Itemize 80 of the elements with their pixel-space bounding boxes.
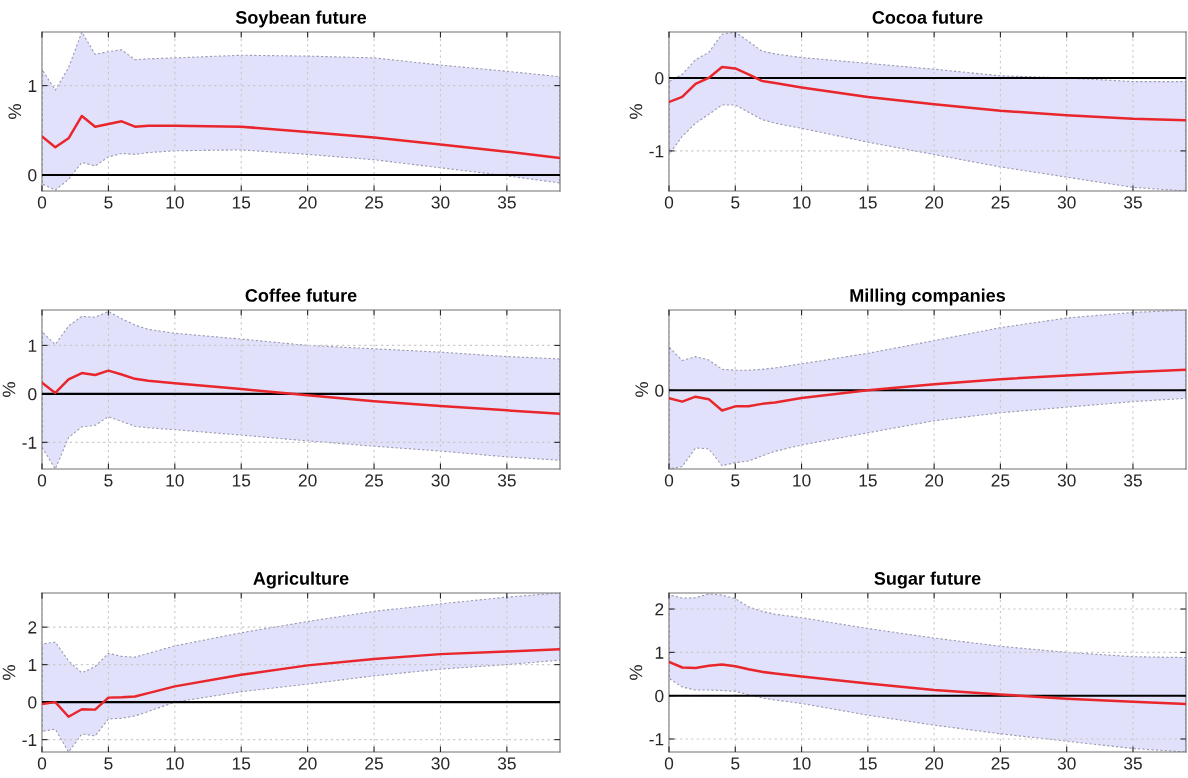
y-tick-label: 2 bbox=[655, 603, 664, 616]
x-tick-label: 20 bbox=[925, 757, 944, 770]
y-tick-label: 0 bbox=[28, 388, 37, 401]
chart-title: Soybean future bbox=[235, 10, 367, 28]
chart-title: Coffee future bbox=[245, 288, 357, 302]
x-tick-label: 0 bbox=[37, 757, 47, 770]
x-tick-label: 25 bbox=[991, 757, 1010, 770]
y-tick-label: 0 bbox=[28, 169, 37, 182]
x-tick-label: 5 bbox=[731, 757, 740, 770]
y-tick-label: 1 bbox=[28, 339, 37, 352]
y-axis-title: % bbox=[8, 104, 22, 119]
x-tick-label: 5 bbox=[731, 474, 740, 487]
chart-title: Agriculture bbox=[253, 571, 349, 589]
line-series bbox=[42, 114, 560, 160]
x-tick-label: 0 bbox=[664, 757, 674, 770]
x-tick-label: 30 bbox=[1057, 757, 1076, 770]
x-tick-label: 10 bbox=[793, 196, 811, 209]
x-tick-label: 20 bbox=[298, 757, 317, 770]
y-tick-label: 0 bbox=[28, 696, 37, 709]
chart-title: Sugar future bbox=[874, 571, 981, 589]
line-series bbox=[669, 65, 1186, 122]
x-tick-label: 5 bbox=[104, 196, 113, 209]
x-tick-label: 35 bbox=[497, 757, 516, 770]
x-tick-label: 5 bbox=[731, 196, 740, 209]
x-tick-label: 15 bbox=[859, 757, 877, 770]
line-series bbox=[42, 369, 560, 415]
x-tick-label: 0 bbox=[37, 474, 47, 487]
y-tick-label: 0 bbox=[655, 72, 664, 85]
y-axis-title: % bbox=[629, 104, 643, 119]
x-tick-label: 25 bbox=[991, 196, 1010, 209]
y-axis-title: % bbox=[2, 382, 16, 397]
x-tick-label: 10 bbox=[793, 474, 811, 487]
x-tick-label: 20 bbox=[298, 474, 317, 487]
x-tick-label: 30 bbox=[1057, 196, 1076, 209]
x-tick-label: 0 bbox=[664, 196, 674, 209]
x-tick-label: 25 bbox=[991, 474, 1010, 487]
x-tick-label: 10 bbox=[166, 474, 184, 487]
x-tick-label: 35 bbox=[1123, 757, 1142, 770]
x-tick-label: 0 bbox=[37, 196, 47, 209]
x-tick-label: 5 bbox=[104, 757, 113, 770]
x-tick-label: 10 bbox=[793, 757, 811, 770]
x-tick-label: 25 bbox=[365, 196, 383, 209]
y-tick-label: -1 bbox=[649, 145, 664, 158]
y-tick-label: 1 bbox=[655, 646, 664, 659]
x-tick-label: 30 bbox=[1057, 474, 1076, 487]
x-tick-label: 15 bbox=[232, 474, 251, 487]
x-tick-label: 20 bbox=[925, 196, 944, 209]
y-axis-title: % bbox=[635, 382, 649, 397]
x-tick-label: 35 bbox=[497, 196, 516, 209]
x-tick-label: 15 bbox=[859, 196, 877, 209]
y-tick-label: 2 bbox=[28, 621, 37, 634]
x-tick-label: 10 bbox=[166, 757, 184, 770]
x-tick-label: 30 bbox=[431, 196, 450, 209]
x-tick-label: 25 bbox=[365, 757, 383, 770]
x-tick-label: 15 bbox=[232, 757, 251, 770]
x-tick-label: 5 bbox=[104, 474, 113, 487]
y-tick-label: 1 bbox=[28, 79, 37, 92]
x-tick-label: 30 bbox=[431, 757, 450, 770]
line-series bbox=[42, 648, 560, 718]
x-tick-label: 15 bbox=[859, 474, 877, 487]
x-tick-label: 10 bbox=[166, 196, 184, 209]
x-tick-label: 20 bbox=[925, 474, 944, 487]
x-tick-label: 35 bbox=[1123, 196, 1142, 209]
y-axis-title: % bbox=[2, 665, 16, 680]
x-tick-label: 35 bbox=[1123, 474, 1142, 487]
x-tick-label: 0 bbox=[664, 474, 674, 487]
y-tick-label: -1 bbox=[22, 733, 37, 746]
y-tick-label: -1 bbox=[22, 436, 37, 449]
line-series bbox=[669, 660, 1186, 706]
x-tick-label: 25 bbox=[365, 474, 383, 487]
y-tick-label: 0 bbox=[655, 689, 664, 703]
y-tick-label: 1 bbox=[28, 658, 37, 671]
x-tick-label: 15 bbox=[232, 196, 251, 209]
x-tick-label: 30 bbox=[431, 474, 450, 487]
x-tick-label: 20 bbox=[298, 196, 317, 209]
chart-title: Milling companies bbox=[850, 288, 1006, 306]
y-tick-label: -1 bbox=[649, 733, 664, 746]
y-axis-title: % bbox=[629, 665, 643, 680]
chart-title: Cocoa future bbox=[872, 10, 983, 24]
x-tick-label: 35 bbox=[497, 474, 516, 487]
